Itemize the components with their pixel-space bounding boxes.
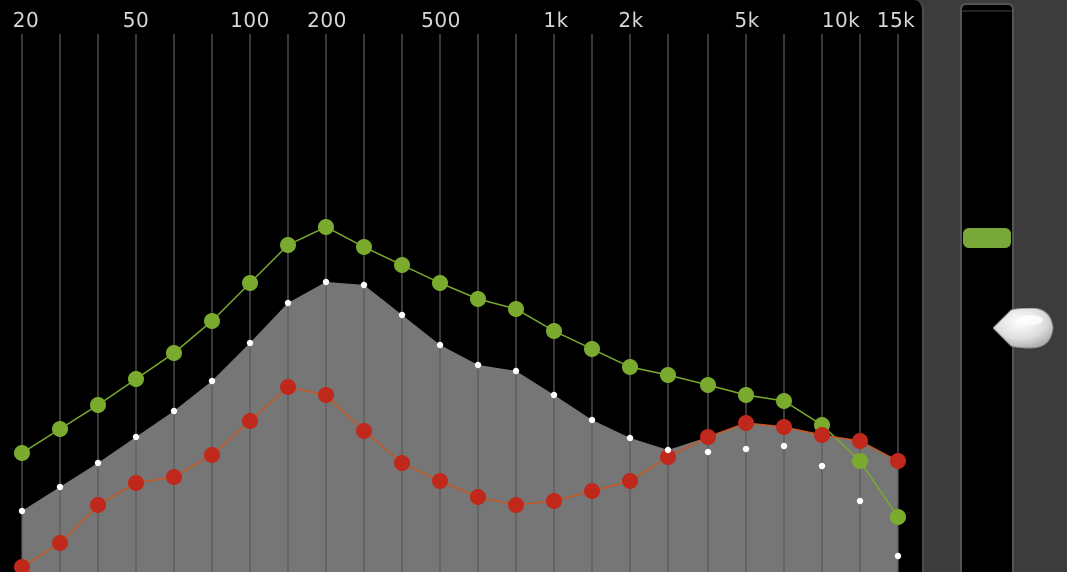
frequency-label: 1k	[543, 8, 569, 32]
red-curve-point	[128, 475, 144, 491]
frequency-label: 15k	[876, 8, 916, 32]
white-curve-point	[208, 377, 216, 385]
red-curve-point	[852, 433, 868, 449]
red-curve-point	[394, 455, 410, 471]
frequency-label: 5k	[734, 8, 760, 32]
green-curve-point	[584, 341, 600, 357]
green-curve-point	[738, 387, 754, 403]
white-curve-point	[856, 497, 864, 505]
red-curve-point	[890, 453, 906, 469]
white-curve-point	[170, 407, 178, 415]
white-curve-point	[398, 311, 406, 319]
red-curve-point	[318, 387, 334, 403]
red-curve-point	[546, 493, 562, 509]
white-curve-point	[474, 361, 482, 369]
green-curve-point	[852, 453, 868, 469]
red-curve-point	[432, 473, 448, 489]
white-curve-point	[742, 445, 750, 453]
green-curve-point	[204, 313, 220, 329]
red-curve-point	[622, 473, 638, 489]
green-curve-point	[432, 275, 448, 291]
red-curve-point	[90, 497, 106, 513]
red-curve-point	[584, 483, 600, 499]
green-curve-point	[546, 323, 562, 339]
green-curve-point	[700, 377, 716, 393]
frequency-label: 10k	[821, 8, 861, 32]
red-curve-point	[356, 423, 372, 439]
white-curve-point	[132, 433, 140, 441]
red-curve-point	[280, 379, 296, 395]
white-curve-point	[436, 341, 444, 349]
slider-top-cap	[962, 10, 1012, 12]
white-curve-point	[18, 507, 26, 515]
red-curve-point	[738, 415, 754, 431]
red-curve-point	[166, 469, 182, 485]
red-curve-point	[776, 419, 792, 435]
white-curve-point	[360, 281, 368, 289]
green-curve-point	[660, 367, 676, 383]
white-curve-point	[894, 552, 902, 560]
red-curve-point	[700, 429, 716, 445]
white-curve-point	[322, 278, 330, 286]
white-curve-point	[512, 367, 520, 375]
green-curve-point	[890, 509, 906, 525]
eq-graph	[14, 34, 906, 572]
green-curve-point	[242, 275, 258, 291]
frequency-label: 50	[122, 8, 150, 32]
red-curve-point	[508, 497, 524, 513]
white-curve-point	[780, 442, 788, 450]
white-curve-point	[56, 483, 64, 491]
gray-area-fill	[22, 282, 898, 572]
frequency-label: 100	[230, 8, 270, 32]
red-curve-point	[14, 559, 30, 572]
red-curve-point	[242, 413, 258, 429]
white-curve-point	[818, 462, 826, 470]
green-curve-point	[622, 359, 638, 375]
white-curve-point	[704, 448, 712, 456]
level-slider-track[interactable]	[960, 3, 1014, 572]
green-curve-point	[776, 393, 792, 409]
white-curve-point	[94, 459, 102, 467]
green-curve-point	[280, 237, 296, 253]
green-curve-point	[470, 291, 486, 307]
green-curve-point	[166, 345, 182, 361]
frequency-label: 20	[12, 8, 40, 32]
red-curve-point	[814, 427, 830, 443]
green-curve-point	[508, 301, 524, 317]
white-curve-point	[550, 391, 558, 399]
green-curve-point	[128, 371, 144, 387]
white-curve-point	[246, 339, 254, 347]
eq-panel: 20 50 100 200 500 1k 2k 5k 10k 15k	[0, 0, 924, 572]
pointer-knob-icon[interactable]	[993, 308, 1055, 350]
red-curve-point	[52, 535, 68, 551]
white-curve-point	[626, 434, 634, 442]
white-curve-point	[588, 416, 596, 424]
green-curve-point	[356, 239, 372, 255]
frequency-label: 500	[421, 8, 461, 32]
green-curve-point	[52, 421, 68, 437]
red-curve-point	[470, 489, 486, 505]
green-curve-point	[90, 397, 106, 413]
frequency-label: 2k	[618, 8, 644, 32]
green-curve-point	[318, 219, 334, 235]
frequency-label: 200	[307, 8, 347, 32]
level-slider-thumb[interactable]	[963, 228, 1011, 248]
red-curve-point	[660, 449, 676, 465]
white-curve-point	[284, 299, 292, 307]
green-curve-point	[394, 257, 410, 273]
red-curve-point	[204, 447, 220, 463]
white-curve-point	[664, 446, 672, 454]
green-curve-point	[14, 445, 30, 461]
